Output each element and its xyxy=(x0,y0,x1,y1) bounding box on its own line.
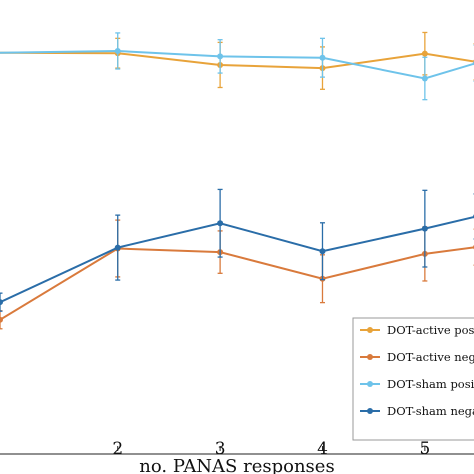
x-tick-label-4: 4 xyxy=(317,439,328,459)
data-point-3-4 xyxy=(319,54,326,61)
data-point-3-5 xyxy=(421,75,428,82)
data-point-2-1 xyxy=(0,316,3,323)
series-1 xyxy=(0,31,474,90)
x-tick-label-3: 3 xyxy=(215,439,226,459)
series-line-1 xyxy=(0,51,474,70)
series-line-2 xyxy=(0,246,474,321)
series-4 xyxy=(0,188,474,312)
data-point-4-3 xyxy=(217,220,224,227)
legend: DOT-active positive DOT-active negative DO… xyxy=(352,317,474,441)
series-layer xyxy=(0,31,474,330)
data-point-3-3 xyxy=(217,53,224,60)
legend-marker-4 xyxy=(367,408,373,414)
legend-marker-1 xyxy=(367,327,373,333)
data-point-4-1 xyxy=(0,299,3,306)
legend-box xyxy=(352,317,474,441)
legend-label-3: DOT-sham positive xyxy=(387,377,474,391)
series-3 xyxy=(0,32,474,101)
data-point-4-4 xyxy=(319,248,326,255)
legend-marker-3 xyxy=(367,381,373,387)
data-point-4-5 xyxy=(421,225,428,232)
series-2 xyxy=(0,219,474,330)
data-point-3-2 xyxy=(114,47,121,54)
legend-label-4: DOT-sham negative xyxy=(387,404,474,418)
x-tick-label-5: 5 xyxy=(419,439,430,459)
legend-marker-2 xyxy=(367,354,373,360)
data-point-4-2 xyxy=(114,244,121,251)
legend-label-1: DOT-active positive xyxy=(387,323,474,337)
x-tick-label-2: 2 xyxy=(112,439,123,459)
data-point-1-5 xyxy=(421,50,428,57)
x-axis: 2 3 4 5 xyxy=(112,439,430,459)
series-line-4 xyxy=(0,215,474,304)
series-line-3 xyxy=(0,49,474,80)
x-axis-label: no. PANAS responses xyxy=(139,456,334,474)
legend-label-2: DOT-active negative xyxy=(387,350,474,364)
plot-area xyxy=(0,453,474,455)
plot-frame xyxy=(0,453,474,455)
